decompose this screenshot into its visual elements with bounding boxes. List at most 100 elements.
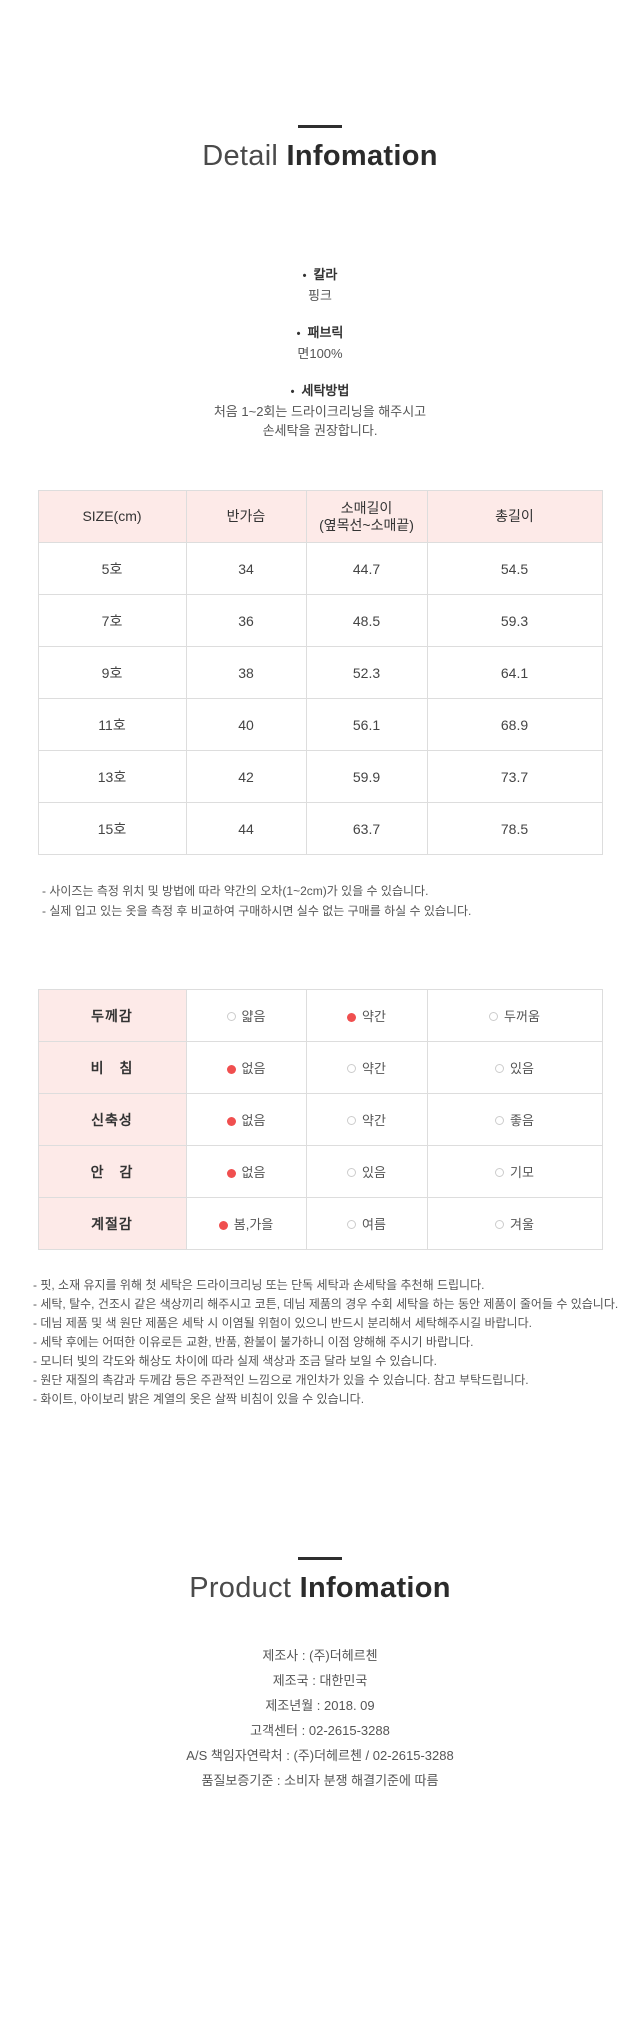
title-word-light: Product bbox=[189, 1572, 292, 1604]
size-table-header-cell: 총길이 bbox=[426, 490, 603, 543]
size-table-body: 5호 34 44.7 54.5 7호 36 48.5 59.3 9호 38 52.3 64.1 11호 4… bbox=[37, 542, 603, 855]
size-table-head: SIZE(cm) 반가슴 소매길이 (옆목선~소매끝) 총길이 bbox=[37, 490, 603, 543]
size-table: SIZE(cm) 반가슴 소매길이 (옆목선~소매끝) 총길이 5호 34 44.7 54.… bbox=[37, 490, 603, 855]
size-table-header-cell: SIZE(cm) bbox=[37, 490, 187, 543]
size-notes: - 사이즈는 측정 위치 및 방법에 따라 약간의 오차(1~2cm)가 있을 … bbox=[42, 881, 640, 921]
size-cell-value: 59.9 bbox=[305, 750, 428, 803]
spec-value-line: 핑크 bbox=[308, 288, 332, 303]
product-info-label: 제조사 bbox=[262, 1648, 299, 1663]
spec-value-line: 면100% bbox=[297, 346, 343, 361]
size-row-label: 7호 bbox=[37, 594, 187, 647]
size-table-header-cell: 소매길이 (옆목선~소매끝) bbox=[305, 490, 428, 543]
product-info-label: 고객센터 bbox=[250, 1723, 299, 1738]
product-info-row: 품질보증기준 : 소비자 분쟁 해결기준에 따름 bbox=[0, 1768, 640, 1793]
size-cell-value: 44 bbox=[185, 802, 307, 855]
selected-dot-icon bbox=[226, 1065, 236, 1074]
attribute-option: 두꺼움 bbox=[426, 989, 603, 1042]
attribute-option: 있음 bbox=[426, 1041, 603, 1094]
product-info-separator: : bbox=[313, 1698, 325, 1713]
selected-dot-icon bbox=[347, 1013, 357, 1022]
size-cell-value: 34 bbox=[185, 542, 307, 595]
unselected-dot-icon bbox=[347, 1168, 357, 1177]
spec-label: • 패브릭 bbox=[0, 323, 640, 344]
attribute-option: 없음 bbox=[185, 1145, 307, 1198]
size-cell-value: 40 bbox=[185, 698, 307, 751]
product-info-row: 제조사 : (주)더헤르첸 bbox=[0, 1643, 640, 1668]
size-table-row: 7호 36 48.5 59.3 bbox=[37, 594, 603, 647]
attribute-option-text: 좋음 bbox=[510, 1113, 534, 1128]
attribute-option-text: 없음 bbox=[241, 1165, 266, 1180]
note-line: - 원단 재질의 촉감과 두께감 등은 주관적인 느낌으로 개인차가 있을 수 … bbox=[33, 1373, 529, 1387]
attribute-option: 좋음 bbox=[426, 1093, 603, 1146]
attribute-option-text: 얇음 bbox=[241, 1009, 266, 1024]
selected-dot-icon bbox=[218, 1221, 228, 1230]
detail-section-title: Detail Infomation bbox=[0, 140, 640, 173]
note-line: - 화이트, 아이보리 밝은 계열의 옷은 살짝 비침이 있을 수 있습니다. bbox=[33, 1392, 365, 1406]
size-cell-value: 63.7 bbox=[305, 802, 428, 855]
size-table-header-row: SIZE(cm) 반가슴 소매길이 (옆목선~소매끝) 총길이 bbox=[37, 490, 603, 543]
attribute-row: 신축성 없음 약간 좋음 bbox=[37, 1093, 603, 1146]
product-info-separator: : bbox=[308, 1673, 320, 1688]
size-cell-value: 48.5 bbox=[305, 594, 428, 647]
product-info-section: Product Infomation 제조사 : (주)더헤르첸 제조국 : 대한… bbox=[0, 1557, 640, 1793]
attribute-row: 계절감 봄,가을 여름 겨울 bbox=[37, 1197, 603, 1250]
product-info-value: 소비자 분쟁 해결기준에 따름 bbox=[284, 1773, 439, 1788]
size-cell-value: 54.5 bbox=[426, 542, 603, 595]
attribute-option-text: 약간 bbox=[362, 1009, 386, 1024]
attribute-option: 기모 bbox=[426, 1145, 603, 1198]
product-info-label: A/S 책임자연락처 bbox=[186, 1748, 283, 1763]
spec-item: • 세탁방법 처음 1~2회는 드라이크리닝을 해주시고 손세탁을 권장합니다. bbox=[0, 381, 640, 440]
product-info-row: 제조년월 : 2018. 09 bbox=[0, 1693, 640, 1718]
spec-list: • 칼라 핑크 • 패브릭 면100% • 세탁방법 처음 1~2회는 드라이크리닝을 해주시고… bbox=[0, 265, 640, 440]
note-line: - 사이즈는 측정 위치 및 방법에 따라 약간의 오차(1~2cm)가 있을 … bbox=[42, 884, 429, 898]
attribute-option: 약간 bbox=[305, 989, 428, 1042]
attribute-label: 계절감 bbox=[37, 1197, 187, 1250]
product-info-value: 대한민국 bbox=[319, 1673, 368, 1688]
note-line: - 데님 제품 및 색 원단 제품은 세탁 시 이염될 위험이 있으니 반드시 … bbox=[33, 1316, 532, 1330]
attribute-option: 있음 bbox=[305, 1145, 428, 1198]
size-row-label: 9호 bbox=[37, 646, 187, 699]
attribute-option-text: 기모 bbox=[510, 1165, 534, 1180]
size-table-row: 15호 44 63.7 78.5 bbox=[37, 802, 603, 855]
attribute-option: 약간 bbox=[305, 1093, 428, 1146]
spec-value-line: 처음 1~2회는 드라이크리닝을 해주시고 bbox=[213, 404, 427, 419]
bullet-icon: • bbox=[302, 270, 307, 282]
product-info-separator: : bbox=[298, 1723, 309, 1738]
attribute-label: 두께감 bbox=[37, 989, 187, 1042]
attribute-option-text: 두꺼움 bbox=[504, 1009, 540, 1024]
product-section-title: Product Infomation bbox=[0, 1572, 640, 1605]
size-cell-value: 78.5 bbox=[426, 802, 603, 855]
section-divider bbox=[298, 125, 342, 128]
attribute-option-text: 봄,가을 bbox=[233, 1217, 274, 1232]
attribute-option: 얇음 bbox=[185, 989, 307, 1042]
spec-label-text: 세탁방법 bbox=[301, 383, 350, 398]
size-cell-value: 73.7 bbox=[426, 750, 603, 803]
attribute-label: 비 침 bbox=[37, 1041, 187, 1094]
size-table-header-cell: 반가슴 bbox=[185, 490, 307, 543]
unselected-dot-icon bbox=[495, 1116, 505, 1125]
size-row-label: 13호 bbox=[37, 750, 187, 803]
attribute-row: 안 감 없음 있음 기모 bbox=[37, 1145, 603, 1198]
product-info-row: A/S 책임자연락처 : (주)더헤르첸 / 02-2615-3288 bbox=[0, 1743, 640, 1768]
size-cell-value: 68.9 bbox=[426, 698, 603, 751]
selected-dot-icon bbox=[226, 1169, 236, 1178]
size-table-row: 9호 38 52.3 64.1 bbox=[37, 646, 603, 699]
product-info-separator: : bbox=[298, 1648, 310, 1663]
note-line: - 모니터 빛의 각도와 해상도 차이에 따라 실제 색상과 조금 달라 보일 … bbox=[33, 1354, 437, 1368]
attribute-row: 비 침 없음 약간 있음 bbox=[37, 1041, 603, 1094]
unselected-dot-icon bbox=[495, 1064, 505, 1073]
attribute-label: 안 감 bbox=[37, 1145, 187, 1198]
note-line: - 세탁 후에는 어떠한 이유로든 교환, 반품, 환불이 불가하니 이점 양해… bbox=[33, 1335, 474, 1349]
product-info-label: 품질보증기준 bbox=[201, 1773, 274, 1788]
attribute-table: 두께감 얇음 약간 두꺼움 비 침 없음 약간 있음 신축성 없음 약간 좋음 안 감 없음 있음 기모 계절감… bbox=[37, 989, 603, 1250]
note-line: - 실제 입고 있는 옷을 측정 후 비교하여 구매하시면 실수 없는 구매를 … bbox=[42, 904, 472, 918]
size-cell-value: 59.3 bbox=[426, 594, 603, 647]
attribute-option: 없음 bbox=[185, 1041, 307, 1094]
unselected-dot-icon bbox=[347, 1116, 357, 1125]
product-info-list: 제조사 : (주)더헤르첸 제조국 : 대한민국 제조년월 : 2018. 09 고객… bbox=[0, 1643, 640, 1793]
size-table-row: 11호 40 56.1 68.9 bbox=[37, 698, 603, 751]
product-info-separator: : bbox=[282, 1748, 294, 1763]
size-row-label: 15호 bbox=[37, 802, 187, 855]
attribute-option-text: 약간 bbox=[362, 1061, 386, 1076]
